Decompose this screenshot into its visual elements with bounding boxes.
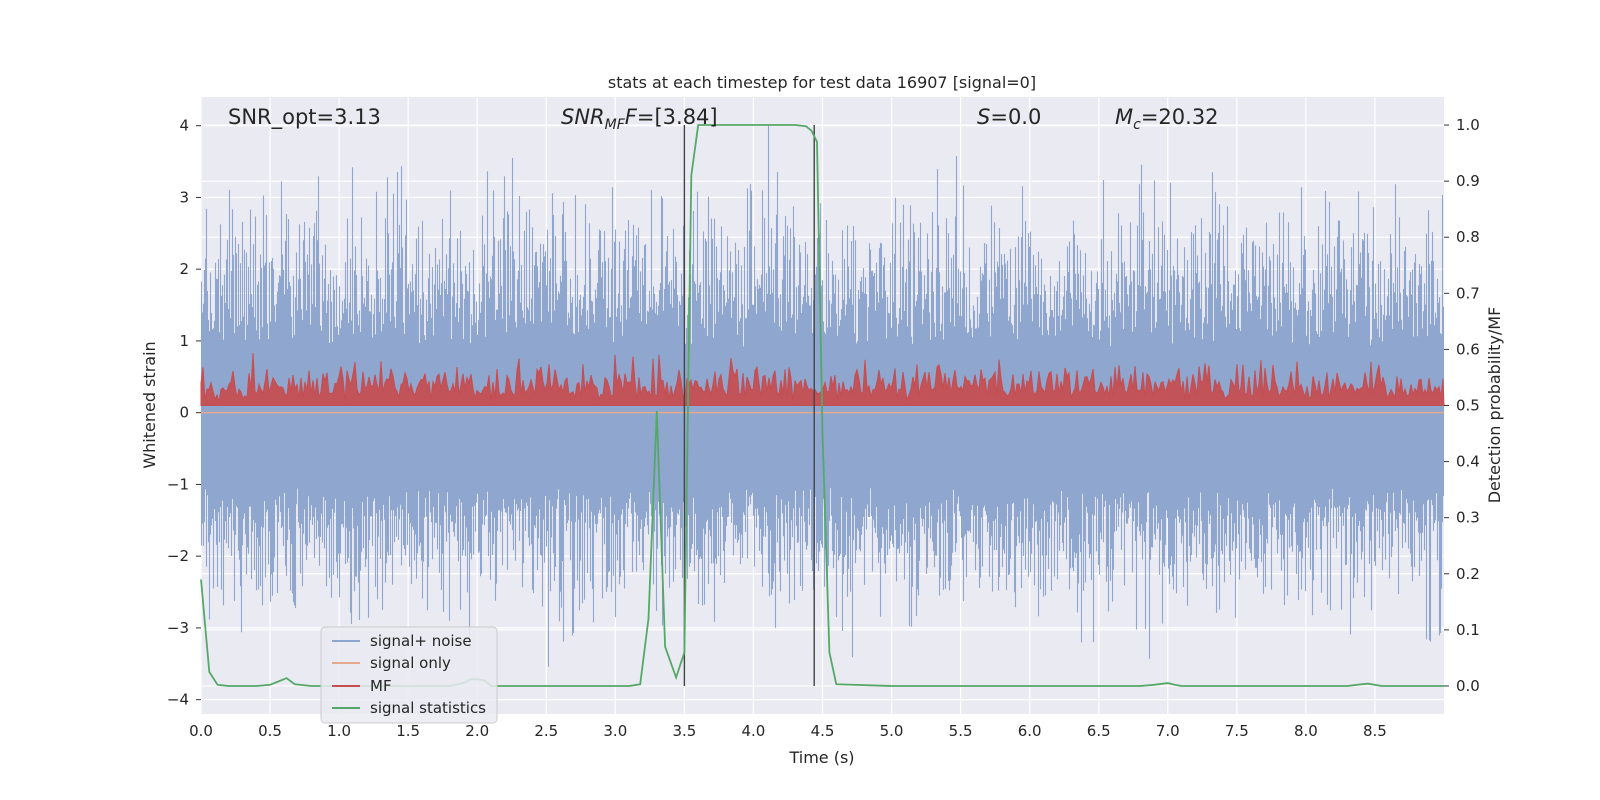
y2-tick-label: 1.0 (1456, 116, 1480, 134)
y-tick-label: 1 (179, 332, 189, 350)
y-tick-label: 4 (179, 117, 189, 135)
y-tick-label: 0 (179, 404, 189, 422)
y2-tick-label: 0.5 (1456, 397, 1480, 415)
x-axis-label: Time (s) (788, 748, 854, 767)
x-tick-label: 7.0 (1156, 722, 1180, 740)
x-tick-label: 4.0 (742, 722, 766, 740)
x-tick-label: 8.5 (1363, 722, 1387, 740)
x-tick-label: 2.0 (465, 722, 489, 740)
legend-label-signal-noise: signal+ noise (370, 632, 472, 650)
y2-tick-label: 0.1 (1456, 621, 1480, 639)
annotation-s: S=0.0 (977, 105, 1041, 129)
y2-tick-label: 0.6 (1456, 340, 1480, 358)
x-tick-label: 4.5 (811, 722, 835, 740)
x-tick-label: 3.5 (672, 722, 696, 740)
y-tick-label: 2 (179, 260, 189, 278)
x-tick-label: 6.5 (1087, 722, 1111, 740)
legend: signal+ noise signal only MF signal stat… (320, 626, 498, 724)
y2-tick-label: 0.0 (1456, 677, 1480, 695)
annotation-snr-mf: SNRMFF=[3.84] (561, 105, 718, 133)
x-tick-label: 1.0 (327, 722, 351, 740)
y-tick-label: −2 (167, 547, 189, 565)
chart-title: stats at each timestep for test data 169… (608, 73, 1036, 92)
y-tick-label: −1 (167, 475, 189, 493)
x-tick-label: 8.0 (1294, 722, 1318, 740)
x-tick-label: 7.5 (1225, 722, 1249, 740)
x-tick-label: 1.5 (396, 722, 420, 740)
legend-label-signal-only: signal only (370, 654, 451, 672)
x-tick-label: 0.0 (189, 722, 213, 740)
annotation-mc: Mc=20.32 (1115, 105, 1219, 133)
legend-box (320, 626, 498, 724)
y-axis-ticks: 4 3 2 1 0 −1 −2 −3 −4 (167, 117, 201, 709)
series-mf (200, 352, 1445, 406)
legend-label-signal-statistics: signal statistics (370, 699, 486, 717)
y-tick-label: 3 (179, 188, 189, 206)
x-tick-label: 5.0 (880, 722, 904, 740)
x-tick-label: 6.0 (1018, 722, 1042, 740)
y-tick-label: −3 (167, 619, 189, 637)
x-tick-label: 3.0 (603, 722, 627, 740)
mf-trace (200, 352, 1445, 406)
y2-tick-label: 0.7 (1456, 284, 1480, 302)
y-axis-label: Whitened strain (140, 341, 159, 468)
x-tick-label: 2.5 (534, 722, 558, 740)
x-tick-label: 0.5 (258, 722, 282, 740)
annotation-snr-opt: SNR_opt=3.13 (228, 105, 381, 130)
y-tick-label: −4 (167, 691, 189, 709)
y2-axis-ticks: 1.0 0.9 0.8 0.7 0.6 0.5 0.4 0.3 0.2 0.1 0.0 (1444, 116, 1480, 695)
x-tick-label: 5.5 (949, 722, 973, 740)
y2-tick-label: 0.3 (1456, 509, 1480, 527)
series-signal-statistics (200, 124, 1444, 687)
y2-tick-label: 0.4 (1456, 453, 1480, 471)
y2-tick-label: 0.9 (1456, 172, 1480, 190)
y2-tick-label: 0.8 (1456, 228, 1480, 246)
y2-axis-label: Detection probability/MF (1485, 307, 1504, 504)
x-axis-ticks: 0.0 0.5 1.0 1.5 2.0 2.5 3.0 3.5 4.0 4.5 5.0 5.5 6.0 6… (189, 722, 1387, 740)
legend-label-mf: MF (370, 677, 392, 695)
y2-tick-label: 0.2 (1456, 565, 1480, 583)
